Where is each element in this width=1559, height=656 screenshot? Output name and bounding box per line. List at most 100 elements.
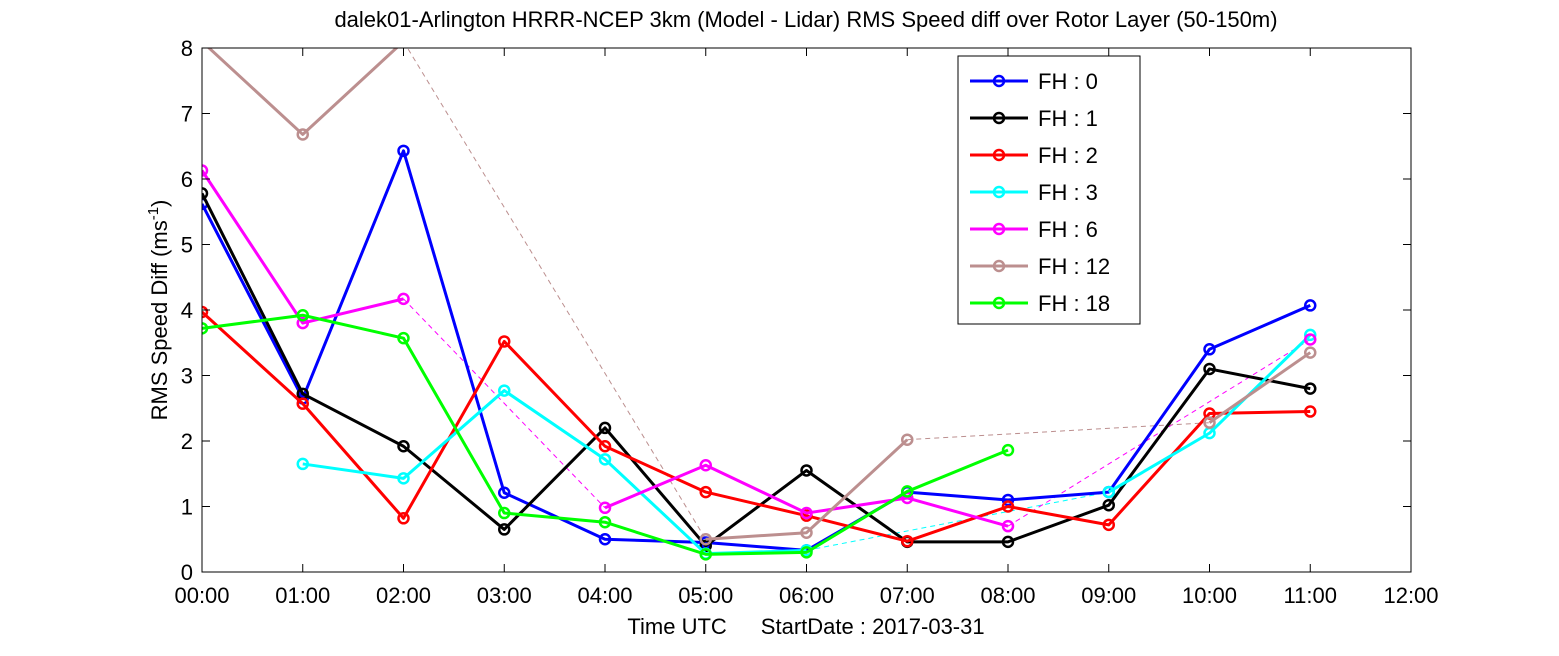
data-point — [202, 164, 209, 177]
legend-swatch-marker — [992, 222, 1006, 236]
legend-swatch-marker — [992, 148, 1006, 162]
data-point — [1102, 518, 1115, 532]
legend-swatch-marker — [992, 259, 1006, 273]
y-axis-title-close: ) — [147, 200, 172, 207]
series-line — [604, 463, 1009, 528]
legend-label: FH : 0 — [1038, 69, 1098, 94]
data-point — [397, 512, 410, 525]
data-point — [1102, 498, 1115, 512]
data-point — [1304, 299, 1317, 312]
y-tick-label: 4 — [181, 298, 193, 323]
y-tick-label: 2 — [181, 429, 193, 454]
x-tick-label: 06:00 — [779, 583, 834, 608]
data-point — [202, 187, 209, 200]
x-tick-label: 02:00 — [376, 583, 431, 608]
y-axis-label: RMS Speed Diff (ms-1) — [145, 200, 172, 421]
data-point — [1203, 362, 1216, 376]
legend: FH : 0 FH : 1 FH : 2 FH : 3 FH : 6 FH : 12 FH … — [957, 55, 1141, 325]
legend-label: FH : 18 — [1038, 291, 1110, 316]
x-tick-label: 08:00 — [980, 583, 1035, 608]
data-point — [296, 308, 309, 322]
x-tick-label: 07:00 — [880, 583, 935, 608]
data-point — [202, 305, 209, 319]
y-axis-unit-exponent: -1 — [145, 207, 162, 220]
legend-label: FH : 2 — [1038, 143, 1098, 168]
dashed-gap-line — [806, 491, 1109, 551]
y-tick-label: 7 — [181, 102, 193, 127]
series-6 — [202, 308, 1015, 561]
x-axis: 00:00 01:00 02:00 03:00 04:00 05:00 06:00 07:00… — [174, 48, 1439, 608]
legend-label: FH : 3 — [1038, 180, 1098, 205]
data-point — [397, 439, 410, 453]
series-5 — [206, 48, 1317, 546]
data-point — [397, 292, 410, 306]
y-tick-label: 6 — [181, 167, 193, 192]
data-point — [1304, 333, 1317, 346]
legend-swatch-marker — [992, 185, 1006, 199]
series-2 — [202, 305, 1317, 548]
data-point — [699, 533, 712, 546]
data-point — [296, 457, 309, 471]
series-line — [1208, 351, 1312, 424]
y-tick-label: 8 — [181, 36, 193, 61]
y-tick-label: 3 — [181, 364, 193, 389]
legend-swatch-marker — [992, 74, 1006, 88]
y-tick-label: 5 — [181, 233, 193, 258]
y-tick-label: 0 — [181, 560, 193, 585]
data-point — [498, 523, 511, 536]
dashed-gap-line — [406, 48, 707, 540]
x-tick-label: 05:00 — [678, 583, 733, 608]
dashed-gap-lines — [403, 48, 1311, 551]
data-point — [699, 485, 712, 499]
data-point — [498, 384, 511, 397]
data-point — [800, 546, 813, 559]
data-point — [598, 515, 612, 529]
data-point — [598, 439, 612, 453]
x-tick-label: 11:00 — [1284, 583, 1337, 608]
data-point — [800, 506, 813, 520]
data-point — [1001, 493, 1015, 507]
data-point — [598, 453, 612, 466]
series-4 — [202, 164, 1317, 533]
x-tick-label: 00:00 — [174, 583, 229, 608]
series-line — [206, 48, 399, 136]
data-point — [1203, 416, 1216, 429]
data-point — [699, 458, 712, 472]
data-point — [1102, 485, 1115, 499]
series-line — [202, 149, 1311, 552]
y-axis: 0 1 2 3 4 5 6 7 8 — [181, 36, 1411, 585]
data-point — [800, 526, 813, 539]
y-axis-title: RMS Speed Diff (ms — [147, 220, 172, 420]
data-point — [397, 331, 410, 345]
dashed-gap-line — [403, 298, 606, 509]
data-point — [498, 335, 511, 348]
legend-label: FH : 1 — [1038, 106, 1098, 131]
x-tick-label: 10:00 — [1182, 583, 1237, 608]
x-tick-label: 04:00 — [577, 583, 632, 608]
data-point — [296, 397, 309, 410]
data-point — [699, 548, 712, 561]
data-point — [1001, 443, 1015, 457]
x-tick-label: 01:00 — [275, 583, 330, 608]
plot-area — [202, 48, 1411, 572]
data-point — [598, 421, 612, 435]
x-tick-label: 03:00 — [477, 583, 532, 608]
data-point — [1304, 328, 1317, 342]
data-point — [296, 128, 309, 141]
legend-label: FH : 6 — [1038, 217, 1098, 242]
data-point — [1203, 343, 1216, 356]
data-point — [397, 472, 410, 485]
x-tick-label: 09:00 — [1081, 583, 1136, 608]
data-point — [498, 486, 511, 499]
data-point — [1001, 519, 1015, 533]
chart-title: dalek01-Arlington HRRR-NCEP 3km (Model -… — [334, 7, 1277, 32]
legend-label: FH : 12 — [1038, 254, 1110, 279]
data-point — [1001, 500, 1015, 513]
legend-swatch-marker — [992, 296, 1006, 310]
data-point — [800, 464, 813, 477]
start-date-label: StartDate : 2017-03-31 — [761, 614, 985, 639]
data-point — [1001, 535, 1015, 549]
data-point — [901, 433, 914, 446]
data-point — [598, 533, 612, 546]
series-line — [202, 313, 1009, 556]
